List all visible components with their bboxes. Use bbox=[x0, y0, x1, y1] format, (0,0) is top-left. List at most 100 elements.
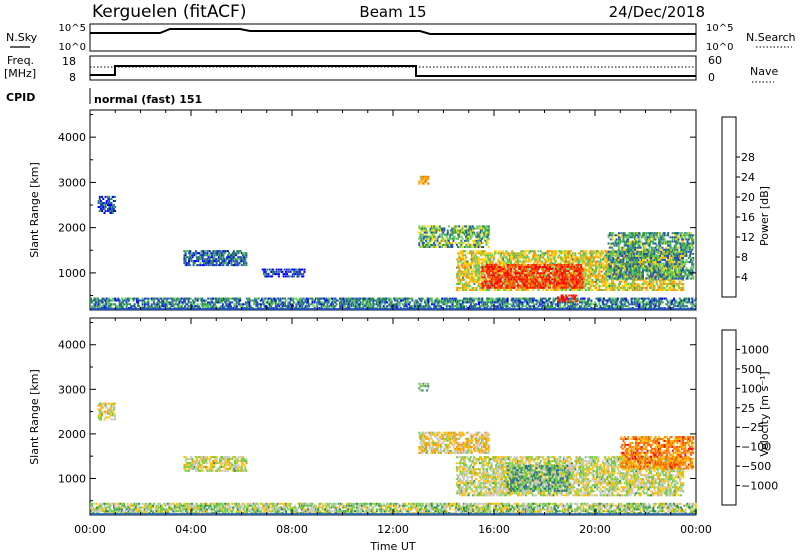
data-cell bbox=[166, 303, 169, 306]
data-cell bbox=[427, 305, 430, 308]
data-cell bbox=[269, 275, 272, 278]
data-cell bbox=[546, 252, 549, 255]
data-cell bbox=[437, 303, 440, 306]
data-cell bbox=[547, 305, 550, 308]
data-cell bbox=[559, 262, 562, 265]
data-cell bbox=[492, 256, 495, 259]
data-cell bbox=[528, 252, 531, 255]
data-cell bbox=[235, 260, 238, 263]
data-cell bbox=[605, 268, 608, 271]
data-cell bbox=[264, 297, 267, 300]
data-cell bbox=[442, 239, 445, 242]
data-cell bbox=[207, 260, 210, 263]
data-cell bbox=[231, 264, 234, 267]
data-cell bbox=[558, 268, 561, 271]
data-cell bbox=[659, 278, 662, 281]
data-cell bbox=[605, 252, 608, 255]
data-cell bbox=[583, 254, 586, 257]
data-cell bbox=[584, 252, 587, 255]
data-cell bbox=[477, 299, 480, 302]
data-cell bbox=[409, 305, 412, 308]
data-cell bbox=[662, 289, 665, 291]
data-cell bbox=[388, 305, 391, 308]
data-cell bbox=[573, 258, 576, 261]
data-cell bbox=[157, 303, 160, 306]
data-cell bbox=[341, 303, 344, 306]
data-cell bbox=[574, 266, 577, 269]
data-cell bbox=[599, 278, 602, 281]
data-cell bbox=[466, 266, 469, 269]
data-cell bbox=[447, 241, 450, 244]
data-cell bbox=[591, 282, 594, 285]
data-cell bbox=[457, 237, 459, 240]
data-cell bbox=[596, 254, 599, 257]
data-cell bbox=[296, 273, 299, 276]
data-cell bbox=[489, 260, 492, 263]
data-cell bbox=[531, 289, 534, 291]
data-cell bbox=[427, 237, 430, 240]
data-cell bbox=[670, 282, 673, 285]
data-cell bbox=[437, 301, 440, 304]
data-cell bbox=[426, 241, 429, 244]
data-cell bbox=[590, 272, 593, 275]
data-cell bbox=[224, 250, 227, 253]
data-cell bbox=[603, 278, 605, 281]
data-cell bbox=[487, 264, 490, 267]
data-cell bbox=[651, 301, 654, 304]
data-cell bbox=[655, 278, 658, 281]
data-cell bbox=[343, 303, 346, 306]
data-cell bbox=[549, 284, 552, 287]
data-cell bbox=[108, 208, 111, 210]
data-cell bbox=[441, 235, 444, 238]
data-cell bbox=[277, 273, 280, 276]
data-cell bbox=[110, 299, 113, 302]
data-cell bbox=[395, 303, 398, 306]
data-cell bbox=[507, 260, 510, 263]
data-cell bbox=[429, 229, 432, 232]
nave-tick-top: 60 bbox=[708, 54, 722, 67]
data-cell bbox=[168, 301, 170, 304]
data-cell bbox=[627, 299, 630, 302]
data-cell bbox=[483, 280, 486, 283]
data-cell bbox=[510, 264, 513, 267]
data-cell bbox=[161, 299, 164, 302]
data-cell bbox=[542, 280, 545, 283]
data-cell bbox=[486, 286, 488, 289]
data-cell bbox=[197, 258, 200, 261]
data-cell bbox=[487, 276, 490, 279]
data-cell bbox=[427, 303, 430, 306]
data-cell bbox=[537, 254, 540, 257]
freq-line bbox=[90, 65, 696, 77]
data-cell bbox=[239, 299, 242, 302]
data-cell bbox=[215, 264, 218, 267]
data-cell bbox=[459, 280, 462, 283]
data-cell bbox=[111, 299, 114, 302]
data-cell bbox=[513, 254, 516, 257]
data-cell bbox=[622, 297, 625, 300]
data-cell bbox=[222, 303, 224, 306]
data-cell bbox=[421, 180, 424, 183]
data-cell bbox=[500, 258, 503, 261]
data-cell bbox=[240, 264, 243, 267]
data-cell bbox=[611, 252, 614, 255]
data-cell bbox=[367, 305, 370, 308]
data-cell bbox=[606, 278, 609, 281]
data-cell bbox=[433, 303, 436, 306]
data-cell bbox=[296, 270, 299, 273]
data-cell bbox=[480, 262, 483, 265]
data-cell bbox=[479, 266, 482, 269]
data-cell bbox=[485, 229, 488, 232]
data-cell bbox=[556, 303, 558, 306]
data-cell bbox=[422, 237, 425, 240]
data-cell bbox=[191, 252, 194, 255]
data-cell bbox=[262, 270, 265, 273]
data-cell bbox=[537, 301, 540, 304]
data-cell bbox=[589, 284, 592, 287]
data-cell bbox=[631, 278, 634, 281]
data-cell bbox=[321, 297, 324, 300]
data-cell bbox=[471, 278, 473, 281]
data-cell bbox=[257, 303, 260, 306]
data-cell bbox=[527, 289, 530, 291]
data-cell bbox=[575, 289, 578, 291]
data-cell bbox=[178, 297, 181, 300]
